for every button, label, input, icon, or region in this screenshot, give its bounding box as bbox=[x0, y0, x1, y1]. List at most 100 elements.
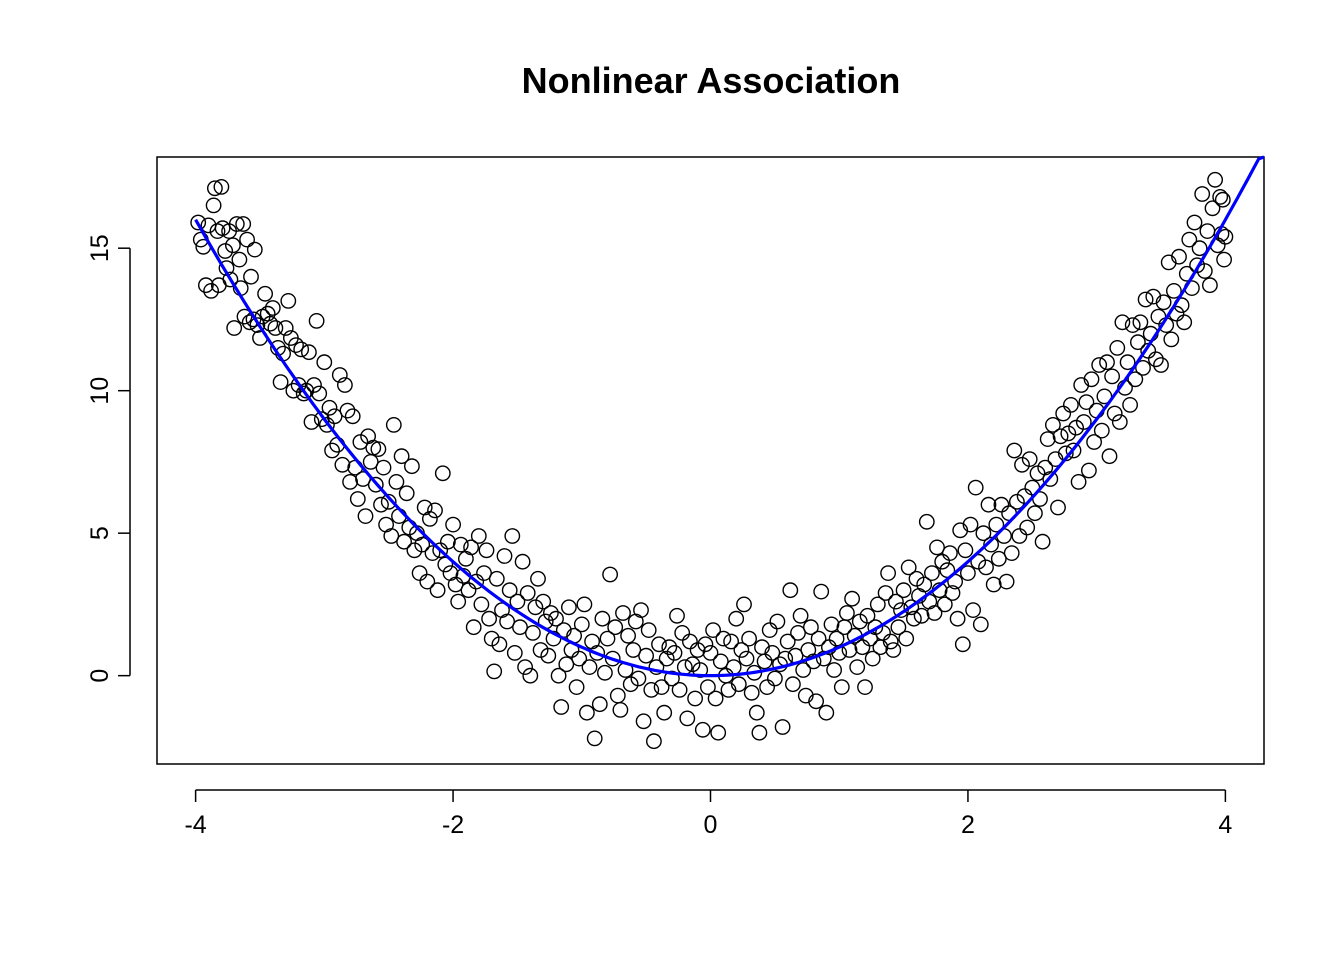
data-point bbox=[579, 704, 595, 721]
data-point bbox=[1214, 191, 1231, 208]
data-point bbox=[679, 710, 696, 727]
data-point bbox=[1204, 200, 1221, 217]
data-point bbox=[903, 599, 920, 616]
data-point bbox=[488, 570, 505, 587]
data-point bbox=[226, 320, 243, 336]
data-point bbox=[231, 251, 248, 268]
data-point bbox=[1101, 448, 1118, 465]
data-point bbox=[810, 630, 827, 647]
data-point bbox=[535, 593, 552, 610]
data-point bbox=[1119, 354, 1136, 371]
data-point bbox=[985, 576, 1002, 593]
data-point bbox=[730, 676, 747, 693]
data-point bbox=[383, 528, 400, 544]
data-point bbox=[599, 630, 616, 647]
data-point bbox=[1216, 251, 1233, 268]
data-point bbox=[926, 605, 943, 621]
data-point bbox=[581, 659, 598, 675]
data-point bbox=[823, 616, 840, 633]
data-point bbox=[651, 636, 667, 653]
data-point bbox=[522, 667, 539, 684]
data-point bbox=[393, 448, 410, 465]
data-point bbox=[638, 647, 654, 664]
data-point bbox=[712, 653, 729, 670]
data-point bbox=[954, 636, 971, 653]
data-point bbox=[1081, 462, 1097, 479]
data-point bbox=[561, 599, 577, 616]
data-point bbox=[543, 605, 559, 621]
data-point bbox=[491, 636, 508, 653]
data-point bbox=[324, 442, 340, 459]
data-point bbox=[1052, 428, 1069, 445]
data-point bbox=[859, 607, 876, 624]
data-point bbox=[741, 630, 757, 647]
data-point bbox=[506, 645, 523, 661]
data-points bbox=[190, 171, 1234, 750]
data-point bbox=[818, 704, 835, 721]
data-point bbox=[813, 583, 830, 600]
data-point bbox=[664, 670, 680, 687]
data-point bbox=[457, 550, 474, 567]
data-point bbox=[589, 645, 606, 661]
data-point bbox=[235, 216, 252, 232]
data-point bbox=[720, 682, 737, 698]
data-point bbox=[913, 607, 930, 624]
data-point bbox=[782, 582, 799, 599]
data-point bbox=[1063, 396, 1079, 413]
data-point bbox=[512, 619, 528, 636]
data-point bbox=[934, 553, 951, 570]
data-point bbox=[385, 416, 402, 433]
data-point bbox=[344, 408, 361, 425]
data-point bbox=[906, 610, 922, 627]
data-point bbox=[885, 642, 902, 658]
data-point bbox=[388, 473, 405, 490]
data-point bbox=[452, 536, 469, 553]
data-point bbox=[625, 642, 642, 658]
data-point bbox=[633, 602, 649, 618]
data-point bbox=[206, 180, 223, 197]
data-point bbox=[1135, 359, 1151, 376]
data-point bbox=[1191, 240, 1208, 257]
data-point bbox=[1217, 228, 1234, 245]
data-point bbox=[880, 565, 896, 581]
data-point bbox=[1027, 505, 1043, 522]
data-point bbox=[661, 639, 678, 656]
data-point bbox=[1130, 334, 1146, 351]
data-point bbox=[900, 559, 917, 576]
y-tick-label: 15 bbox=[86, 234, 114, 262]
data-point bbox=[1196, 263, 1213, 279]
data-point bbox=[264, 300, 281, 316]
data-point bbox=[929, 539, 945, 556]
data-point bbox=[1042, 471, 1059, 487]
data-point bbox=[769, 613, 786, 630]
data-point bbox=[1111, 414, 1128, 430]
data-point bbox=[653, 679, 670, 695]
data-point bbox=[558, 656, 575, 673]
data-point bbox=[1083, 371, 1100, 388]
data-point bbox=[1109, 339, 1126, 356]
data-point bbox=[236, 308, 253, 325]
data-point bbox=[205, 197, 222, 214]
data-point bbox=[808, 693, 824, 710]
data-point bbox=[1212, 188, 1229, 205]
data-point bbox=[715, 630, 732, 647]
data-point bbox=[501, 582, 518, 599]
chart-title: Nonlinear Association bbox=[522, 60, 901, 101]
data-point bbox=[952, 522, 969, 539]
data-point bbox=[924, 565, 940, 581]
data-point bbox=[960, 565, 976, 581]
data-point bbox=[761, 622, 778, 638]
data-point bbox=[998, 573, 1015, 590]
data-point bbox=[365, 439, 382, 456]
data-point bbox=[1055, 405, 1072, 422]
data-point bbox=[249, 317, 266, 333]
data-point bbox=[666, 645, 683, 661]
data-point bbox=[486, 663, 503, 680]
data-point bbox=[643, 682, 660, 698]
data-point bbox=[285, 382, 302, 399]
data-point bbox=[674, 625, 691, 641]
data-point bbox=[888, 593, 904, 610]
data-point bbox=[1148, 351, 1164, 368]
data-point bbox=[463, 539, 479, 556]
data-point bbox=[764, 645, 781, 661]
